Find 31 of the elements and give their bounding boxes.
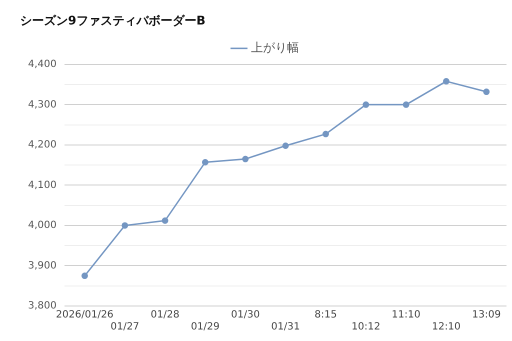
x-tick-label: 11:10 xyxy=(392,310,420,321)
x-tick-label: 01/30 xyxy=(230,310,260,321)
point xyxy=(162,217,168,224)
y-tick-label: 4,400 xyxy=(28,58,57,70)
x-tick-label: 2026/01/26 xyxy=(56,310,114,321)
point xyxy=(242,156,249,162)
point xyxy=(81,272,88,280)
x-tick-label: 13:09 xyxy=(472,310,501,321)
legend-label: 上がり幅 xyxy=(251,40,299,55)
y-tick-label: 4,100 xyxy=(28,180,57,191)
y-tick-label: 3,900 xyxy=(28,260,57,272)
x-tick-label: 12:10 xyxy=(432,322,461,333)
chart-title: シーズン9ファスティバボーダーB xyxy=(20,13,206,28)
y-tick-label: 4,300 xyxy=(28,99,57,110)
point xyxy=(282,142,289,149)
point xyxy=(202,159,208,166)
x-tick-label: 8:15 xyxy=(314,310,337,321)
x-tick-label: 10:12 xyxy=(351,322,380,333)
x-tick-label: 01/27 xyxy=(110,322,140,333)
point xyxy=(322,130,329,138)
point xyxy=(122,222,128,229)
y-tick-label: 4,200 xyxy=(28,140,57,151)
x-tick-label: 01/31 xyxy=(271,322,300,333)
point xyxy=(362,101,370,108)
x-tick-label: 01/29 xyxy=(190,322,220,333)
point xyxy=(402,101,410,108)
x-tick-label: 01/28 xyxy=(150,310,180,321)
y-tick-label: 3,800 xyxy=(28,300,57,312)
point xyxy=(483,88,490,96)
y-tick-label: 4,000 xyxy=(28,220,57,232)
point xyxy=(442,78,450,85)
